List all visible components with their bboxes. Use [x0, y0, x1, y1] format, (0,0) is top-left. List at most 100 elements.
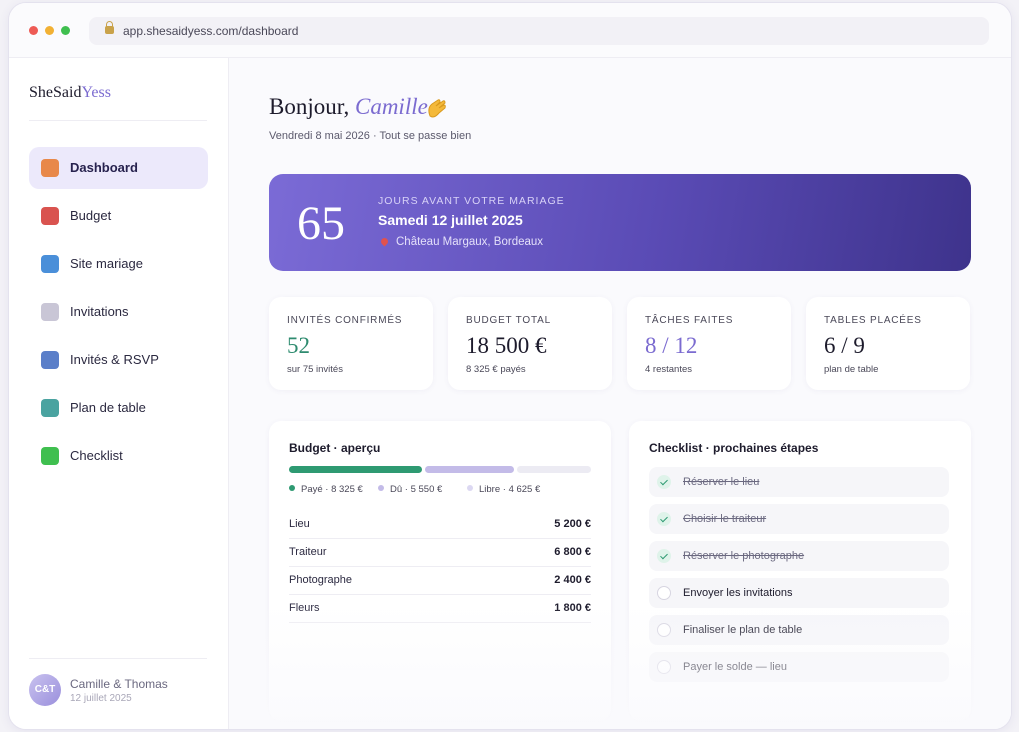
nav-icon: [41, 351, 59, 369]
nav-icon: [41, 447, 59, 465]
subtitle: Vendredi 8 mai 2026 · Tout se passe bien: [269, 130, 472, 142]
row-amount: 6 800 €: [554, 546, 591, 558]
row-label: Lieu: [289, 518, 310, 530]
legend-dot: [378, 485, 384, 491]
row-label: Fleurs: [289, 602, 320, 614]
nav-item[interactable]: Site mariage: [29, 243, 208, 285]
browser-bar: app.shesaidyess.com/dashboard: [9, 3, 1011, 58]
budget-row: Lieu 5 200 €: [289, 510, 591, 539]
legend-item: Dû · 5 550 €: [378, 484, 442, 495]
user-name: Camille & Thomas: [70, 677, 168, 691]
nav-label: Site mariage: [70, 256, 143, 271]
row-label: Photographe: [289, 574, 352, 586]
checklist-item[interactable]: Réserver le photographe: [649, 541, 949, 571]
close-dot[interactable]: [29, 26, 38, 35]
divider: [29, 658, 207, 659]
nav-item[interactable]: Invités & RSVP: [29, 339, 208, 381]
item-label: Finaliser le plan de table: [683, 624, 803, 636]
wave-icon: [428, 99, 446, 118]
nav-label: Plan de table: [70, 400, 146, 415]
stat-card: TÂCHES FAITES 8 / 12 4 restantes: [627, 297, 791, 390]
checklist-item[interactable]: Finaliser le plan de table: [649, 615, 949, 645]
wedding-location: Château Margaux, Bordeaux: [396, 236, 544, 248]
stat-label: INVITÉS CONFIRMÉS: [287, 315, 403, 326]
checkbox[interactable]: [657, 660, 671, 674]
checklist-item[interactable]: Réserver le lieu: [649, 467, 949, 497]
stat-label: BUDGET TOTAL: [466, 315, 551, 326]
item-label: Payer le solde — lieu: [683, 661, 787, 673]
legend-label: Dû · 5 550 €: [390, 484, 443, 495]
url: app.shesaidyess.com/dashboard: [123, 24, 299, 38]
stat-note: 8 325 € payés: [466, 364, 526, 375]
item-label: Envoyer les invitations: [683, 587, 793, 599]
stat-note: plan de table: [824, 364, 879, 375]
legend-label: Libre · 4 625 €: [479, 484, 541, 495]
nav-item[interactable]: Budget: [29, 195, 208, 237]
minimize-dot[interactable]: [45, 26, 54, 35]
nav-label: Invités & RSVP: [70, 352, 159, 367]
budget-bar: [289, 466, 591, 473]
logo-main: SheSaid: [29, 84, 82, 101]
maximize-dot[interactable]: [61, 26, 70, 35]
checklist-item[interactable]: Choisir le traiteur: [649, 504, 949, 534]
checkbox[interactable]: [657, 549, 671, 563]
stat-card: BUDGET TOTAL 18 500 € 8 325 € payés: [448, 297, 612, 390]
countdown-banner: 65 JOURS AVANT VOTRE MARIAGE Samedi 12 j…: [269, 174, 971, 271]
checklist-item[interactable]: Envoyer les invitations: [649, 578, 949, 608]
stat-card: TABLES PLACÉES 6 / 9 plan de table: [806, 297, 970, 390]
nav-label: Budget: [70, 208, 112, 223]
logo-accent: Yess: [81, 84, 111, 101]
nav-icon: [41, 303, 59, 321]
nav-item[interactable]: Checklist: [29, 435, 208, 477]
budget-row: Traiteur 6 800 €: [289, 538, 591, 567]
legend-dot: [289, 485, 295, 491]
checkbox[interactable]: [657, 512, 671, 526]
panel-title: Budget · aperçu: [289, 441, 381, 455]
legend-label: Payé · 8 325 €: [301, 484, 363, 495]
row-amount: 5 200 €: [554, 518, 591, 530]
checklist-item[interactable]: Payer le solde — lieu: [649, 652, 949, 682]
stat-value: 52: [287, 333, 310, 358]
logo[interactable]: SheSaidYess: [29, 84, 111, 102]
row-amount: 2 400 €: [554, 574, 591, 586]
legend-dot: [467, 485, 473, 491]
bar-segment: [289, 466, 423, 473]
nav-icon: [41, 399, 59, 417]
sidebar: SheSaidYess C&T Camille & Thomas 12 juil…: [9, 58, 229, 729]
budget-row: Fleurs 1 800 €: [289, 594, 591, 623]
stat-value: 8 / 12: [645, 333, 698, 358]
panel-title: Checklist · prochaines étapes: [649, 441, 819, 455]
legend-item: Libre · 4 625 €: [467, 484, 540, 495]
address-bar[interactable]: app.shesaidyess.com/dashboard: [89, 17, 989, 45]
nav-item[interactable]: Dashboard: [29, 147, 208, 189]
nav-icon: [41, 207, 59, 225]
stat-note: sur 75 invités: [287, 364, 343, 375]
stat-value: 6 / 9: [824, 333, 865, 358]
legend-item: Payé · 8 325 €: [289, 484, 363, 495]
bar-segment: [517, 466, 591, 473]
stat-label: TÂCHES FAITES: [645, 315, 734, 326]
row-amount: 1 800 €: [554, 602, 591, 614]
stat-note: 4 restantes: [645, 364, 692, 375]
checklist-panel: Checklist · prochaines étapes Réserver l…: [629, 421, 971, 721]
item-label: Choisir le traiteur: [683, 513, 767, 525]
days-count: 65: [297, 197, 345, 250]
checkbox[interactable]: [657, 475, 671, 489]
avatar[interactable]: C&T: [29, 674, 61, 706]
user-first-name: Camille: [354, 94, 428, 119]
wedding-date: Samedi 12 juillet 2025: [378, 212, 523, 228]
user-date: 12 juillet 2025: [70, 693, 132, 704]
nav-label: Dashboard: [70, 160, 138, 175]
nav-item[interactable]: Invitations: [29, 291, 208, 333]
main: Bonjour, Camille Vendredi 8 mai 2026 · T…: [229, 58, 1011, 729]
nav-item[interactable]: Plan de table: [29, 387, 208, 429]
divider: [29, 120, 207, 121]
stat-label: TABLES PLACÉES: [824, 315, 922, 326]
pin-icon: [379, 236, 390, 247]
checkbox[interactable]: [657, 623, 671, 637]
browser-window: app.shesaidyess.com/dashboard SheSaidYes…: [8, 2, 1012, 730]
budget-panel: Budget · aperçu Payé · 8 325 € Dû · 5 550…: [269, 421, 611, 721]
budget-row: Photographe 2 400 €: [289, 566, 591, 595]
checkbox[interactable]: [657, 586, 671, 600]
